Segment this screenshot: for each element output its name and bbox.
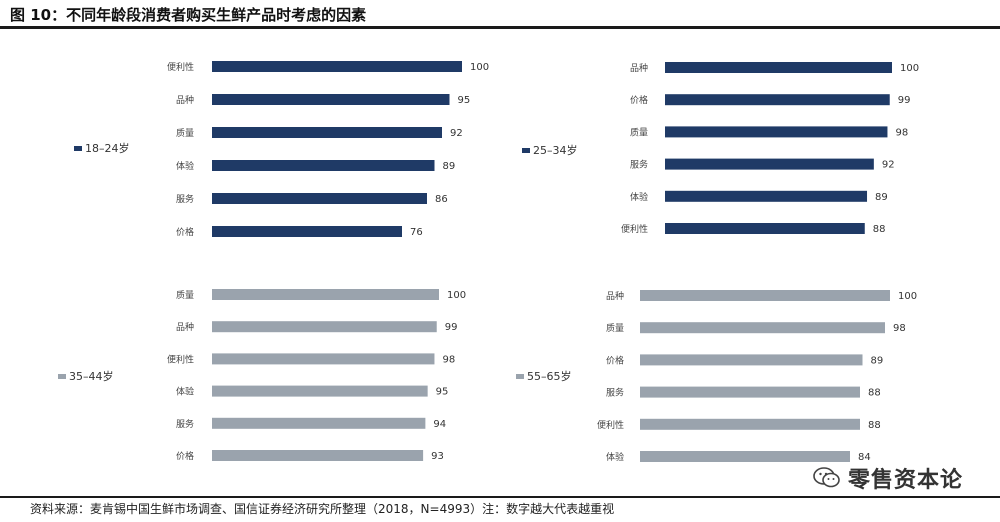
value-label: 98	[442, 354, 455, 365]
bar	[212, 321, 437, 333]
bar-chart-svg: 品种 100 质量 98 价格 89 服务 88 便利性 88 体验 84	[597, 290, 917, 463]
legend-label: 55–65岁	[527, 370, 572, 383]
category-label: 品种	[176, 94, 194, 106]
bottom-rule	[0, 496, 1000, 498]
source-note: 资料来源：麦肯锡中国生鲜市场调查、国信证券经济研究所整理（2018，N=4993…	[30, 502, 615, 516]
category-label: 价格	[176, 450, 194, 462]
value-label: 100	[900, 63, 919, 74]
category-label: 价格	[630, 94, 648, 106]
value-label: 100	[447, 290, 466, 301]
chart-panel-55-65: 55–65岁 品种 100 质量 98 价格 89 服务 88 便利性 88 体验 84	[500, 264, 1000, 514]
legend: 18–24岁	[74, 140, 130, 156]
watermark-text: 零售资本论	[848, 468, 964, 493]
value-label: 89	[875, 192, 888, 203]
bar-chart-svg: 质量 100 品种 99 便利性 98 体验 95 服务 94 价格 93	[167, 289, 466, 462]
legend-label: 35–44岁	[69, 370, 114, 383]
category-label: 便利性	[597, 419, 624, 431]
category-label: 质量	[630, 126, 648, 138]
bar	[212, 450, 424, 461]
legend-swatch	[74, 145, 82, 151]
legend: 25–34岁	[522, 142, 578, 158]
legend: 35–44岁	[58, 368, 114, 384]
bar	[640, 418, 860, 430]
chart-panel-35-44: 35–44岁 质量 100 品种 99 便利性 98 体验 95 服务 94 价格 93	[0, 264, 500, 514]
watermark: 零售资本论	[812, 462, 963, 494]
legend-swatch	[516, 373, 524, 379]
category-label: 服务	[176, 193, 194, 205]
category-label: 品种	[630, 62, 648, 74]
bar	[665, 62, 892, 73]
bar	[640, 290, 890, 301]
bar	[640, 451, 850, 462]
category-label: 服务	[630, 159, 648, 171]
bar	[212, 226, 402, 237]
wechat-icon	[812, 465, 842, 491]
value-label: 100	[470, 62, 489, 73]
bar	[665, 94, 890, 106]
chart-panel-25-34: 25–34岁 品种 100 价格 99 质量 98 服务 92 体验 89 便利性 88	[500, 36, 1000, 286]
bar	[640, 322, 885, 334]
value-label: 84	[858, 452, 871, 463]
category-label: 价格	[176, 226, 194, 238]
figure-title: 图 10：不同年龄段消费者购买生鲜产品时考虑的因素	[10, 6, 367, 24]
value-label: 99	[445, 322, 458, 333]
category-label: 体验	[630, 191, 648, 203]
value-label: 94	[433, 419, 446, 430]
value-label: 89	[443, 161, 456, 172]
category-label: 服务	[176, 418, 194, 430]
bar	[212, 289, 439, 300]
legend-swatch	[522, 147, 530, 153]
value-label: 86	[435, 194, 448, 205]
bar	[665, 158, 874, 170]
value-label: 88	[868, 388, 881, 399]
category-label: 品种	[176, 321, 194, 333]
bar	[640, 354, 863, 366]
value-label: 89	[871, 355, 884, 366]
bar	[212, 193, 427, 204]
category-label: 服务	[606, 387, 624, 399]
value-label: 98	[895, 127, 908, 138]
category-label: 质量	[176, 289, 194, 301]
category-label: 体验	[606, 451, 624, 463]
category-label: 便利性	[167, 61, 194, 73]
value-label: 76	[410, 227, 423, 238]
bar	[212, 385, 428, 397]
bar-chart-svg: 品种 100 价格 99 质量 98 服务 92 体验 89 便利性 88	[621, 62, 919, 235]
bar	[665, 190, 868, 202]
top-rule	[0, 26, 1000, 29]
legend-label: 25–34岁	[533, 144, 578, 157]
category-label: 便利性	[621, 223, 648, 235]
bar	[212, 94, 450, 105]
bar	[212, 353, 435, 365]
category-label: 价格	[606, 354, 624, 366]
chart-panel-18-24: 18–24岁 便利性 100 品种 95 质量 92 体验 89 服务 86 价格 76	[0, 36, 500, 286]
bar-chart-svg: 便利性 100 品种 95 质量 92 体验 89 服务 86 价格 76	[167, 61, 489, 238]
category-label: 质量	[606, 322, 624, 334]
bar	[212, 160, 435, 171]
value-label: 88	[873, 224, 886, 235]
legend-swatch	[58, 373, 66, 379]
value-label: 88	[868, 420, 881, 431]
value-label: 92	[882, 160, 895, 171]
legend-label: 18–24岁	[85, 142, 130, 155]
bar	[212, 417, 426, 429]
category-label: 质量	[176, 127, 194, 139]
value-label: 95	[458, 95, 471, 106]
value-label: 100	[898, 291, 917, 302]
value-label: 92	[450, 128, 463, 139]
category-label: 体验	[176, 386, 194, 398]
value-label: 98	[893, 323, 906, 334]
category-label: 便利性	[167, 353, 194, 365]
legend: 55–65岁	[516, 368, 572, 384]
bar	[212, 61, 462, 72]
category-label: 品种	[606, 290, 624, 302]
bar	[665, 223, 865, 234]
bar	[640, 386, 860, 398]
value-label: 95	[436, 387, 449, 398]
value-label: 93	[431, 451, 444, 462]
bar	[212, 127, 442, 138]
bar	[665, 126, 888, 138]
category-label: 体验	[176, 160, 194, 172]
value-label: 99	[898, 95, 911, 106]
